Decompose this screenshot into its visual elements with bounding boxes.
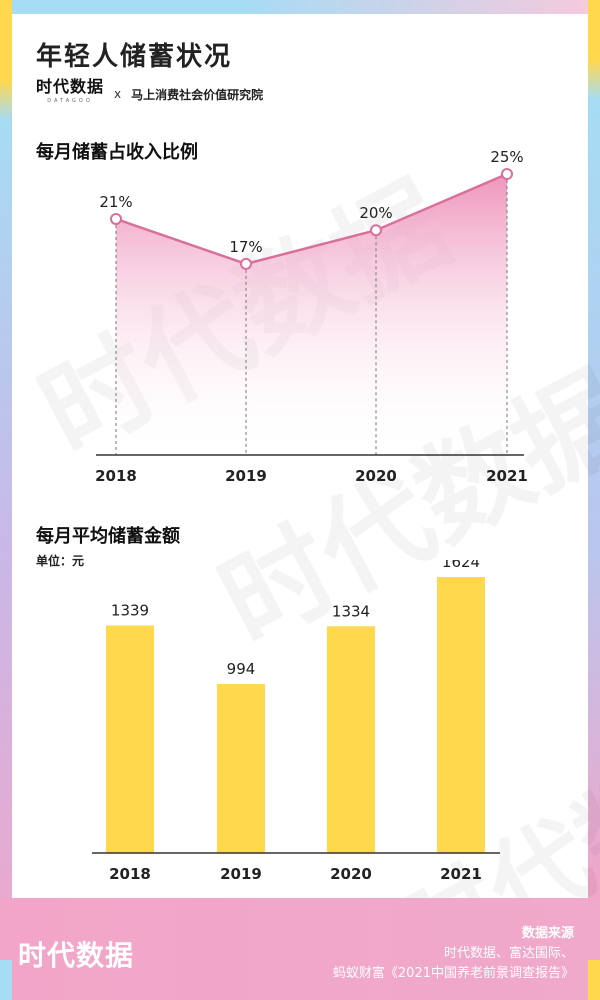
savings-amount-chart: 1339 2018 994 2019 1334 2020 1624 2021 — [92, 560, 500, 883]
data-label: 21% — [99, 193, 132, 211]
data-label: 1334 — [332, 602, 370, 620]
brand-logo-text: 时代数据 — [36, 77, 105, 96]
unit-label: 单位：元 — [36, 554, 85, 568]
bar — [437, 577, 485, 853]
frame-bottom-accent — [0, 960, 12, 1000]
area-fill — [116, 174, 507, 455]
frame-right — [588, 0, 600, 1000]
data-point — [501, 168, 513, 180]
x-tick-label: 2021 — [486, 467, 528, 485]
source-title: 数据来源 — [521, 926, 574, 941]
chart2-title: 每月平均储蓄金额 — [36, 526, 180, 547]
data-label: 20% — [359, 204, 392, 222]
brand-logo-subtext: DATAGOO — [47, 98, 93, 104]
footer: 时代数据 数据来源 时代数据、富达国际、 蚂蚁财富《2021中国养老前景调查报告… — [0, 898, 600, 1000]
source-line: 时代数据、富达国际、 — [443, 946, 574, 961]
bar — [106, 625, 154, 853]
source-line: 蚂蚁财富《2021中国养老前景调查报告》 — [332, 966, 574, 981]
x-tick-label: 2021 — [440, 865, 482, 883]
brand-logo: 时代数据 DATAGOO — [36, 77, 105, 108]
page-title: 年轻人储蓄状况 — [36, 42, 233, 72]
x-tick-label: 2018 — [109, 865, 151, 883]
frame-left — [0, 0, 12, 1000]
data-point — [240, 257, 252, 270]
frame-bottom-accent — [588, 960, 600, 1000]
x-tick-label: 2019 — [220, 865, 262, 883]
brand-separator: x — [114, 87, 122, 101]
chart1-title: 每月储蓄占收入比例 — [36, 142, 198, 163]
data-label: 1339 — [111, 601, 149, 619]
x-tick-label: 2018 — [95, 467, 137, 485]
data-label: 1624 — [442, 560, 480, 571]
data-point — [370, 224, 382, 237]
series-line — [115, 172, 508, 266]
x-tick-label: 2020 — [330, 865, 372, 883]
data-point — [110, 212, 122, 225]
bar — [327, 626, 375, 853]
brand-row: 时代数据 DATAGOO x 马上消费社会价值研究院 — [36, 77, 264, 108]
frame-top — [0, 0, 600, 14]
x-tick-label: 2020 — [355, 467, 397, 485]
footer-logo: 时代数据 — [18, 939, 135, 972]
savings-ratio-chart: 21% 2018 17% 2019 20% 2020 25% 2021 — [95, 150, 528, 485]
partner-name: 马上消费社会价值研究院 — [131, 87, 264, 102]
data-label: 994 — [227, 660, 256, 678]
data-label: 25% — [490, 150, 523, 166]
data-label: 17% — [229, 238, 262, 256]
bar — [217, 684, 265, 853]
x-tick-label: 2019 — [225, 467, 267, 485]
